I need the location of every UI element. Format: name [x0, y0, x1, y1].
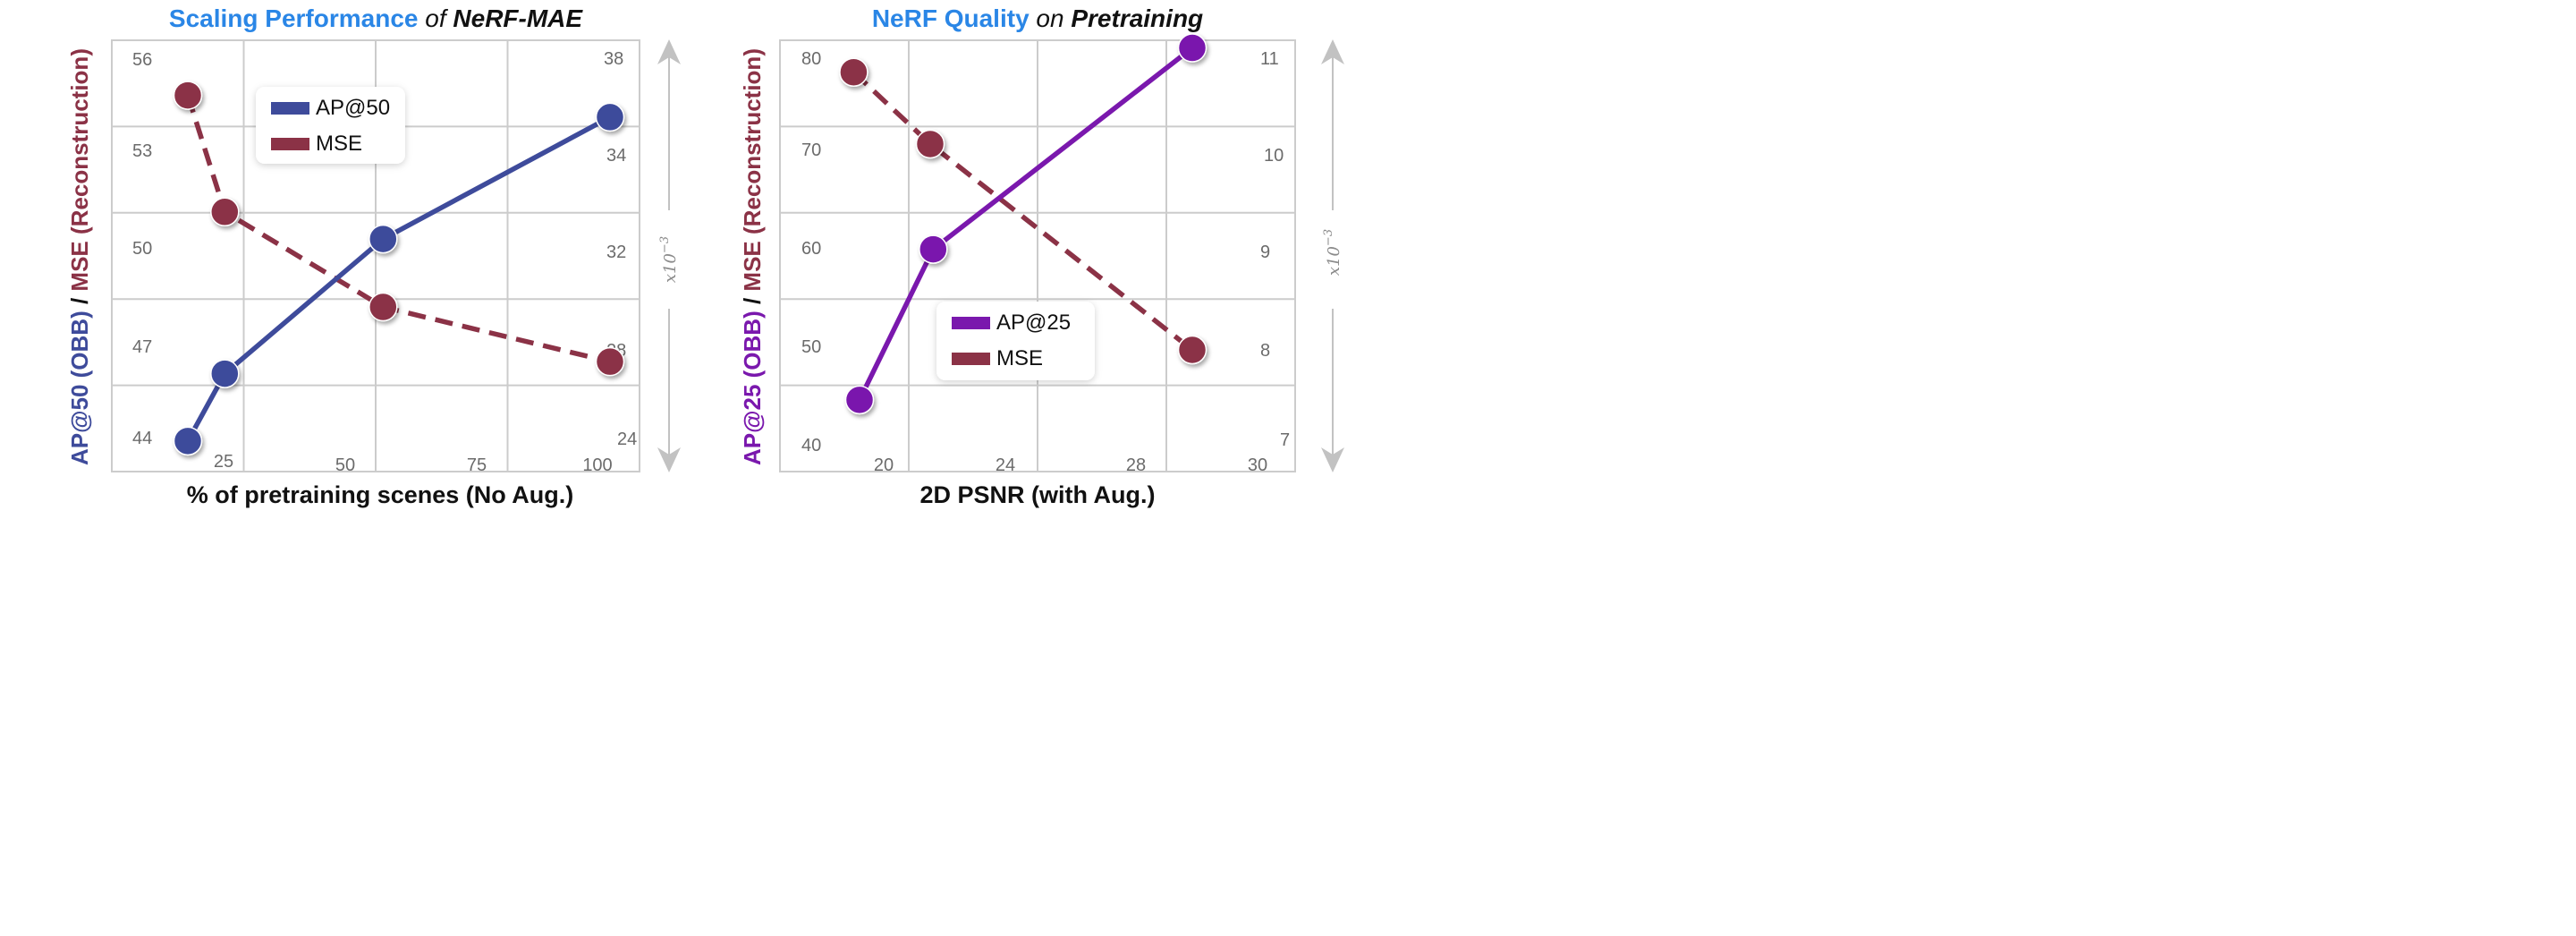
arrow-down-icon	[657, 447, 681, 472]
y-right-tick-label: 7	[1280, 430, 1290, 450]
chart-title-part: NeRF Quality	[872, 4, 1030, 32]
chart-title: Scaling Performance of NeRF-MAE	[169, 4, 583, 32]
chart-title-part: on	[1030, 4, 1072, 32]
x-tick-label: 50	[335, 455, 355, 475]
series-line-mse	[852, 70, 1194, 353]
legend-swatch	[271, 102, 309, 115]
data-point	[919, 234, 948, 264]
x-tick-label: 75	[467, 455, 487, 475]
y-right-tick-label: 11	[1260, 49, 1279, 69]
charts-svg: 25 50 75 100 44 47 50 53 56 24 28 32 34 38 Scaling Per…	[66, 4, 1344, 508]
x-tick-label: 25	[214, 452, 233, 472]
x-tick-label: 28	[1126, 455, 1146, 475]
x-tick-label: 30	[1248, 455, 1267, 475]
scale-base: x10	[1325, 246, 1343, 276]
legend-entry-label: AP@50	[316, 96, 390, 120]
scale-base: x10	[661, 253, 680, 283]
legend-entry-label: MSE	[316, 132, 362, 156]
x-axis-label: % of pretraining scenes (No Aug.)	[187, 481, 574, 508]
y-left-tick-label: 70	[801, 140, 821, 160]
arrow-up-icon	[1321, 39, 1344, 64]
data-point	[369, 224, 398, 254]
legend: AP@25 MSE	[936, 302, 1095, 380]
data-point	[1177, 335, 1208, 365]
x-tick-label: 24	[996, 455, 1015, 475]
chart-2: 20 24 28 30 40 50 60 70 80 7 8 9 10 11 NeRF Quality on…	[739, 4, 1344, 508]
data-point	[595, 346, 625, 377]
data-point	[1177, 33, 1208, 63]
data-point	[595, 102, 625, 132]
y-axis-label-part: AP@25 (OBB)	[739, 311, 766, 465]
chart-title-part: of	[418, 4, 453, 32]
y-right-tick-label: 10	[1264, 146, 1284, 166]
y-axis-label: AP@25 (OBB) / MSE (Reconstruction)	[739, 48, 766, 465]
chart-1: 25507510044475053562428323438Scaling Per…	[66, 4, 681, 508]
y-right-tick-label: 24	[617, 430, 637, 449]
data-point	[839, 57, 869, 87]
figure: 25 50 75 100 44 47 50 53 56 24 28 32 34 38 Scaling Per…	[0, 0, 1383, 509]
data-point	[173, 81, 203, 110]
y-axis-label: AP@50 (OBB) / MSE (Reconstruction)	[66, 48, 93, 465]
x-tick-label: 100	[582, 455, 612, 475]
y-right-tick-label: 32	[606, 243, 626, 262]
y-right-tick-label: 38	[604, 49, 623, 69]
legend: AP@50 MSE	[256, 87, 405, 164]
data-point	[173, 426, 203, 456]
data-point	[844, 385, 875, 415]
y-left-tick-label: 50	[132, 239, 152, 259]
y-left-tick-label: 40	[801, 436, 821, 455]
y-left-tick-label: 44	[132, 429, 152, 448]
series-line-ap-50	[185, 115, 612, 443]
data-point	[369, 292, 398, 322]
data-point	[210, 197, 240, 227]
legend-entry-label: MSE	[996, 346, 1043, 370]
y-left-tick-label: 47	[132, 337, 152, 357]
chart-title: NeRF Quality on Pretraining	[872, 4, 1203, 32]
legend-swatch	[271, 138, 309, 150]
legend-entry-label: AP@25	[996, 311, 1071, 335]
chart-title-part: Pretraining	[1071, 4, 1203, 32]
arrow-down-icon	[1321, 447, 1344, 472]
scale-exponent: −3	[1322, 229, 1335, 246]
y-right-tick-label: 9	[1260, 243, 1270, 262]
x-tick-label: 20	[874, 455, 894, 475]
y-axis-label-part: /	[66, 292, 93, 311]
y-right-tick-label: 8	[1260, 341, 1270, 361]
y-left-tick-label: 50	[801, 337, 821, 357]
y-right-tick-label: 34	[606, 146, 626, 166]
series-line-mse	[185, 94, 611, 364]
y-axis-label-part: /	[739, 292, 766, 311]
y-axis-label-part: AP@50 (OBB)	[66, 311, 93, 465]
chart-title-part: NeRF-MAE	[453, 4, 583, 32]
chart-title-part: Scaling Performance	[169, 4, 419, 32]
secondary-scale-label: x10−3	[1322, 229, 1343, 276]
y-left-tick-label: 80	[801, 49, 821, 69]
y-left-tick-label: 53	[132, 141, 152, 161]
data-point	[210, 359, 240, 388]
y-left-tick-label: 56	[132, 50, 152, 70]
y-left-tick-label: 60	[801, 239, 821, 259]
y-axis-label-part: MSE (Reconstruction)	[739, 48, 766, 292]
y-axis-label-part: MSE (Reconstruction)	[66, 48, 93, 292]
secondary-scale-label: x10−3	[658, 236, 680, 283]
x-axis-label: 2D PSNR (with Aug.)	[920, 481, 1156, 508]
legend-swatch	[952, 317, 990, 329]
scale-exponent: −3	[658, 236, 672, 253]
legend-swatch	[952, 353, 990, 365]
arrow-up-icon	[657, 39, 681, 64]
data-point	[915, 129, 945, 159]
